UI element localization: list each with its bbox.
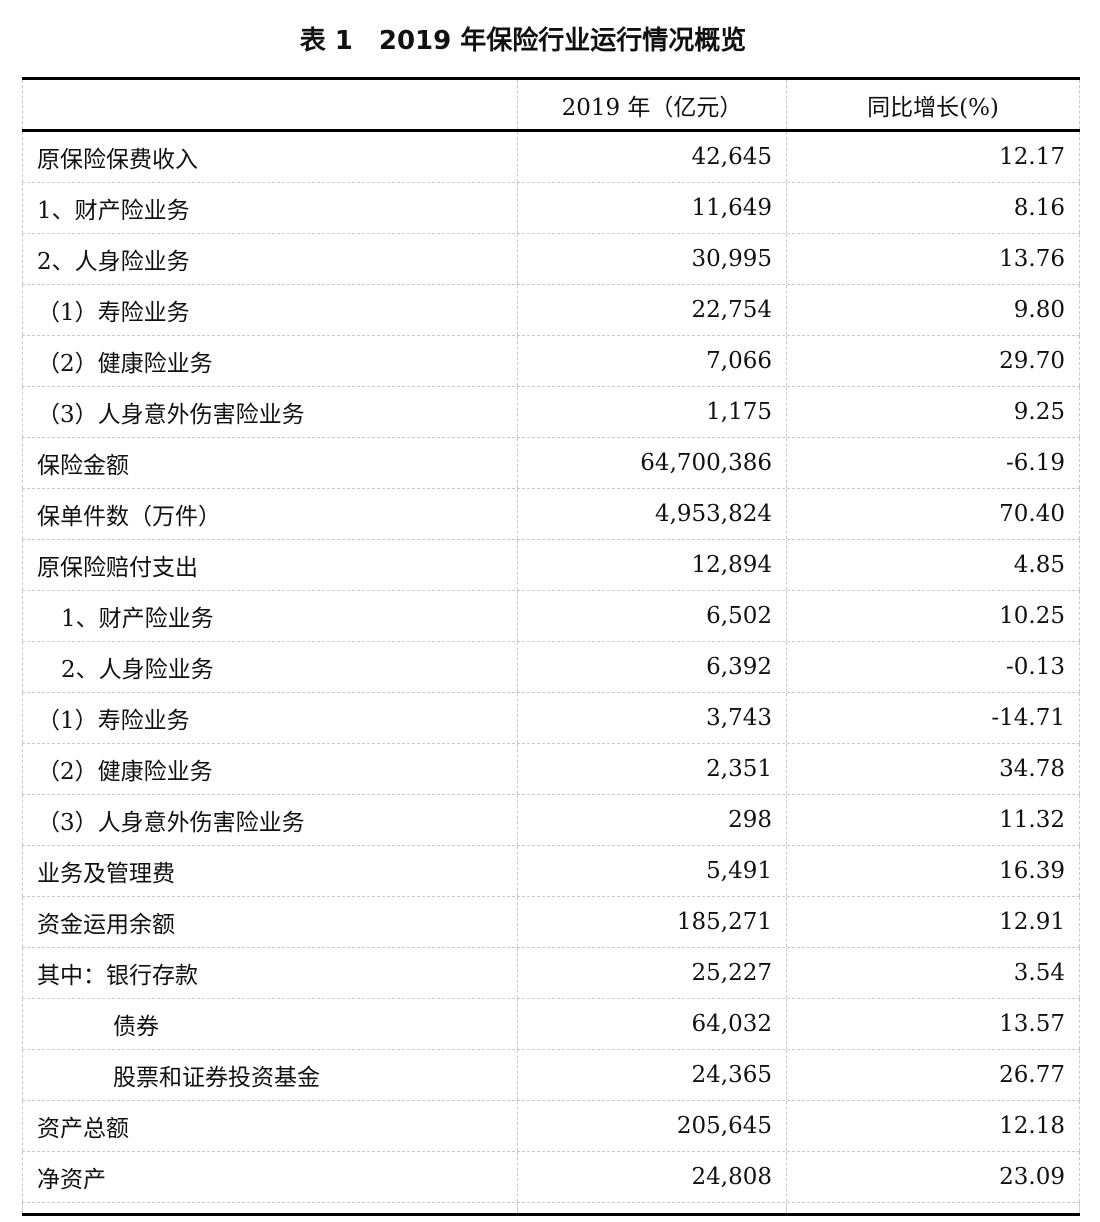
row-value: 64,700,386 [517,438,786,488]
row-label: 净资产 [22,1152,517,1202]
row-label: （2）健康险业务 [22,336,517,386]
row-label: 资产总额 [22,1101,517,1151]
table-row: 资产总额 205,645 12.18 [22,1101,1080,1152]
row-growth: 8.16 [786,183,1080,233]
row-label: 1、财产险业务 [22,591,517,641]
row-label: 2、人身险业务 [22,642,517,692]
row-growth: 12.91 [786,897,1080,947]
row-label: 保单件数（万件） [22,489,517,539]
table-row: 保险金额 64,700,386 -6.19 [22,438,1080,489]
header-value: 2019 年（亿元） [517,80,786,129]
row-value: 12,894 [517,540,786,590]
table-row: （3）人身意外伤害险业务 1,175 9.25 [22,387,1080,438]
table-row: 原保险赔付支出 12,894 4.85 [22,540,1080,591]
row-value: 30,995 [517,234,786,284]
header-item [22,80,517,129]
row-value: 11,649 [517,183,786,233]
row-growth: 12.18 [786,1101,1080,1151]
table-row: 净资产 24,808 23.09 [22,1152,1080,1203]
spacer-cell [786,1203,1080,1213]
table-row: 其中：银行存款 25,227 3.54 [22,948,1080,999]
row-growth: -0.13 [786,642,1080,692]
row-value: 6,502 [517,591,786,641]
table-row: 保单件数（万件） 4,953,824 70.40 [22,489,1080,540]
spacer-cell [517,1203,786,1213]
row-value: 5,491 [517,846,786,896]
row-value: 64,032 [517,999,786,1049]
row-label: 股票和证券投资基金 [22,1050,517,1100]
row-value: 3,743 [517,693,786,743]
insurance-overview-table: 2019 年（亿元） 同比增长(%) 原保险保费收入 42,645 12.17 1、财… [22,77,1080,1216]
row-value: 185,271 [517,897,786,947]
row-label: 原保险保费收入 [22,132,517,182]
row-label: （1）寿险业务 [22,285,517,335]
row-growth: 3.54 [786,948,1080,998]
row-growth: 70.40 [786,489,1080,539]
table-row: （3）人身意外伤害险业务 298 11.32 [22,795,1080,846]
row-value: 6,392 [517,642,786,692]
spacer-cell [22,1203,517,1213]
row-value: 4,953,824 [517,489,786,539]
table-row: （2）健康险业务 7,066 29.70 [22,336,1080,387]
row-label: （3）人身意外伤害险业务 [22,795,517,845]
row-value: 298 [517,795,786,845]
row-growth: -14.71 [786,693,1080,743]
row-growth: 23.09 [786,1152,1080,1202]
table-row: （1）寿险业务 3,743 -14.71 [22,693,1080,744]
row-growth: 29.70 [786,336,1080,386]
table-row: （1）寿险业务 22,754 9.80 [22,285,1080,336]
row-value: 24,808 [517,1152,786,1202]
row-value: 2,351 [517,744,786,794]
table-row: 债券 64,032 13.57 [22,999,1080,1050]
row-value: 1,175 [517,387,786,437]
row-label: 保险金额 [22,438,517,488]
row-value: 7,066 [517,336,786,386]
row-growth: 11.32 [786,795,1080,845]
table-row: 资金运用余额 185,271 12.91 [22,897,1080,948]
row-value: 205,645 [517,1101,786,1151]
row-growth: 10.25 [786,591,1080,641]
table-title: 表 1 2019 年保险行业运行情况概览 [299,26,747,56]
row-growth: 12.17 [786,132,1080,182]
row-growth: 34.78 [786,744,1080,794]
row-label: 债券 [22,999,517,1049]
row-label: （2）健康险业务 [22,744,517,794]
row-label: 资金运用余额 [22,897,517,947]
row-label: （3）人身意外伤害险业务 [22,387,517,437]
row-growth: 16.39 [786,846,1080,896]
row-growth: -6.19 [786,438,1080,488]
table-header-row: 2019 年（亿元） 同比增长(%) [22,80,1080,132]
table-row: 业务及管理费 5,491 16.39 [22,846,1080,897]
table-row: 1、财产险业务 6,502 10.25 [22,591,1080,642]
table-row: 2、人身险业务 6,392 -0.13 [22,642,1080,693]
row-growth: 13.76 [786,234,1080,284]
row-value: 22,754 [517,285,786,335]
table-row: 2、人身险业务 30,995 13.76 [22,234,1080,285]
row-label: 其中：银行存款 [22,948,517,998]
header-growth: 同比增长(%) [786,80,1080,129]
table-bottom-spacer [22,1203,1080,1213]
row-label: 2、人身险业务 [22,234,517,284]
row-label: （1）寿险业务 [22,693,517,743]
row-label: 业务及管理费 [22,846,517,896]
row-value: 42,645 [517,132,786,182]
table-row: （2）健康险业务 2,351 34.78 [22,744,1080,795]
row-label: 1、财产险业务 [22,183,517,233]
row-growth: 9.80 [786,285,1080,335]
row-growth: 9.25 [786,387,1080,437]
row-label: 原保险赔付支出 [22,540,517,590]
row-value: 25,227 [517,948,786,998]
row-growth: 13.57 [786,999,1080,1049]
table-row: 原保险保费收入 42,645 12.17 [22,132,1080,183]
row-growth: 4.85 [786,540,1080,590]
table-row: 1、财产险业务 11,649 8.16 [22,183,1080,234]
table-row: 股票和证券投资基金 24,365 26.77 [22,1050,1080,1101]
row-value: 24,365 [517,1050,786,1100]
row-growth: 26.77 [786,1050,1080,1100]
